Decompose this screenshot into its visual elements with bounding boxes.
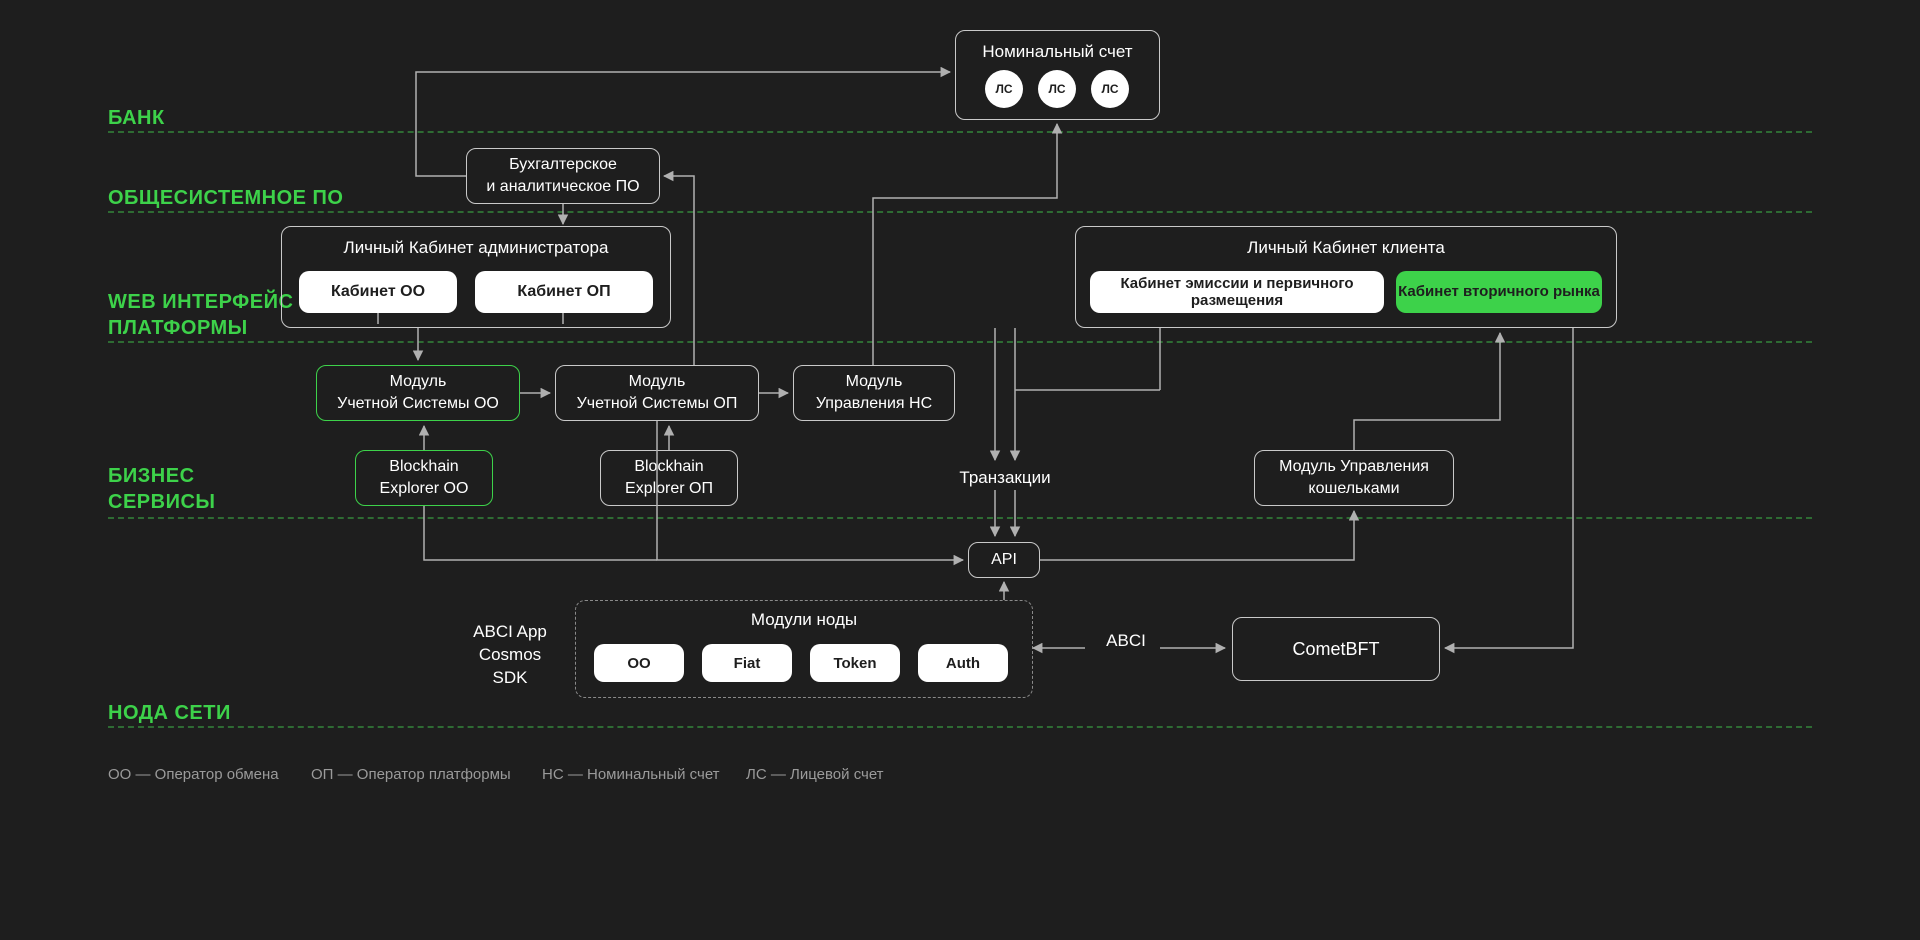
layer-label-web: WEB ИНТЕРФЕЙСПЛАТФОРМЫ: [108, 289, 293, 341]
node-api: API: [968, 542, 1040, 578]
node-module-op: МодульУчетной Системы ОП: [555, 365, 759, 421]
node-cometbft: CometBFT: [1232, 617, 1440, 681]
legend-ns: НС — Номинальный счет: [542, 766, 720, 783]
layer-divider-web: [108, 341, 1812, 343]
abci-label: ABCI: [1096, 630, 1156, 653]
layer-label-bank: БАНК: [108, 105, 165, 131]
node-explorer-op: BlockhainExplorer ОП: [600, 450, 738, 506]
client-cabinet-title: Личный Кабинет клиента: [1247, 237, 1445, 260]
node-explorer-oo: BlockhainExplorer ОО: [355, 450, 493, 506]
nominal-account-title: Номинальный счет: [982, 41, 1132, 64]
layer-label-system-sw: ОБЩЕСИСТЕМНОЕ ПО: [108, 185, 343, 211]
legend-op: ОП — Оператор платформы: [311, 766, 511, 783]
node-module-item-2: Token: [810, 644, 900, 682]
layer-divider-system-sw: [108, 211, 1812, 213]
node-module-item-1: Fiat: [702, 644, 792, 682]
node-module-oo: МодульУчетной Системы ОО: [316, 365, 520, 421]
layer-divider-biz: [108, 517, 1812, 519]
node-transactions: Транзакции: [950, 467, 1060, 490]
layer-divider-node: [108, 726, 1812, 728]
node-modules-title: Модули ноды: [751, 609, 857, 632]
node-abci-app: ABCI AppCosmosSDK: [455, 621, 565, 690]
nominal-account-circle-0: ЛС: [985, 70, 1023, 108]
client-cabinet-item-0: Кабинет эмиссии и первичного размещения: [1090, 271, 1384, 313]
client-cabinet-item-1: Кабинет вторичного рынка: [1396, 271, 1602, 313]
layer-label-biz: БИЗНЕССЕРВИСЫ: [108, 463, 215, 515]
layer-divider-bank: [108, 131, 1812, 133]
nominal-account-circle-1: ЛС: [1038, 70, 1076, 108]
legend-ls: ЛС — Лицевой счет: [746, 766, 884, 783]
node-accounting-sw: Бухгалтерскоеи аналитическое ПО: [466, 148, 660, 204]
node-module-ns: МодульУправления НС: [793, 365, 955, 421]
node-module-item-0: OO: [594, 644, 684, 682]
nominal-account-circle-2: ЛС: [1091, 70, 1129, 108]
admin-cabinet-title: Личный Кабинет администратора: [344, 237, 609, 260]
legend-oo: ОО — Оператор обмена: [108, 766, 279, 783]
admin-cabinet-item-0: Кабинет ОО: [299, 271, 457, 313]
admin-cabinet-item-1: Кабинет ОП: [475, 271, 653, 313]
node-module-item-3: Auth: [918, 644, 1008, 682]
layer-label-node: НОДА СЕТИ: [108, 700, 231, 726]
node-wallet-manager: Модуль Управлениякошельками: [1254, 450, 1454, 506]
